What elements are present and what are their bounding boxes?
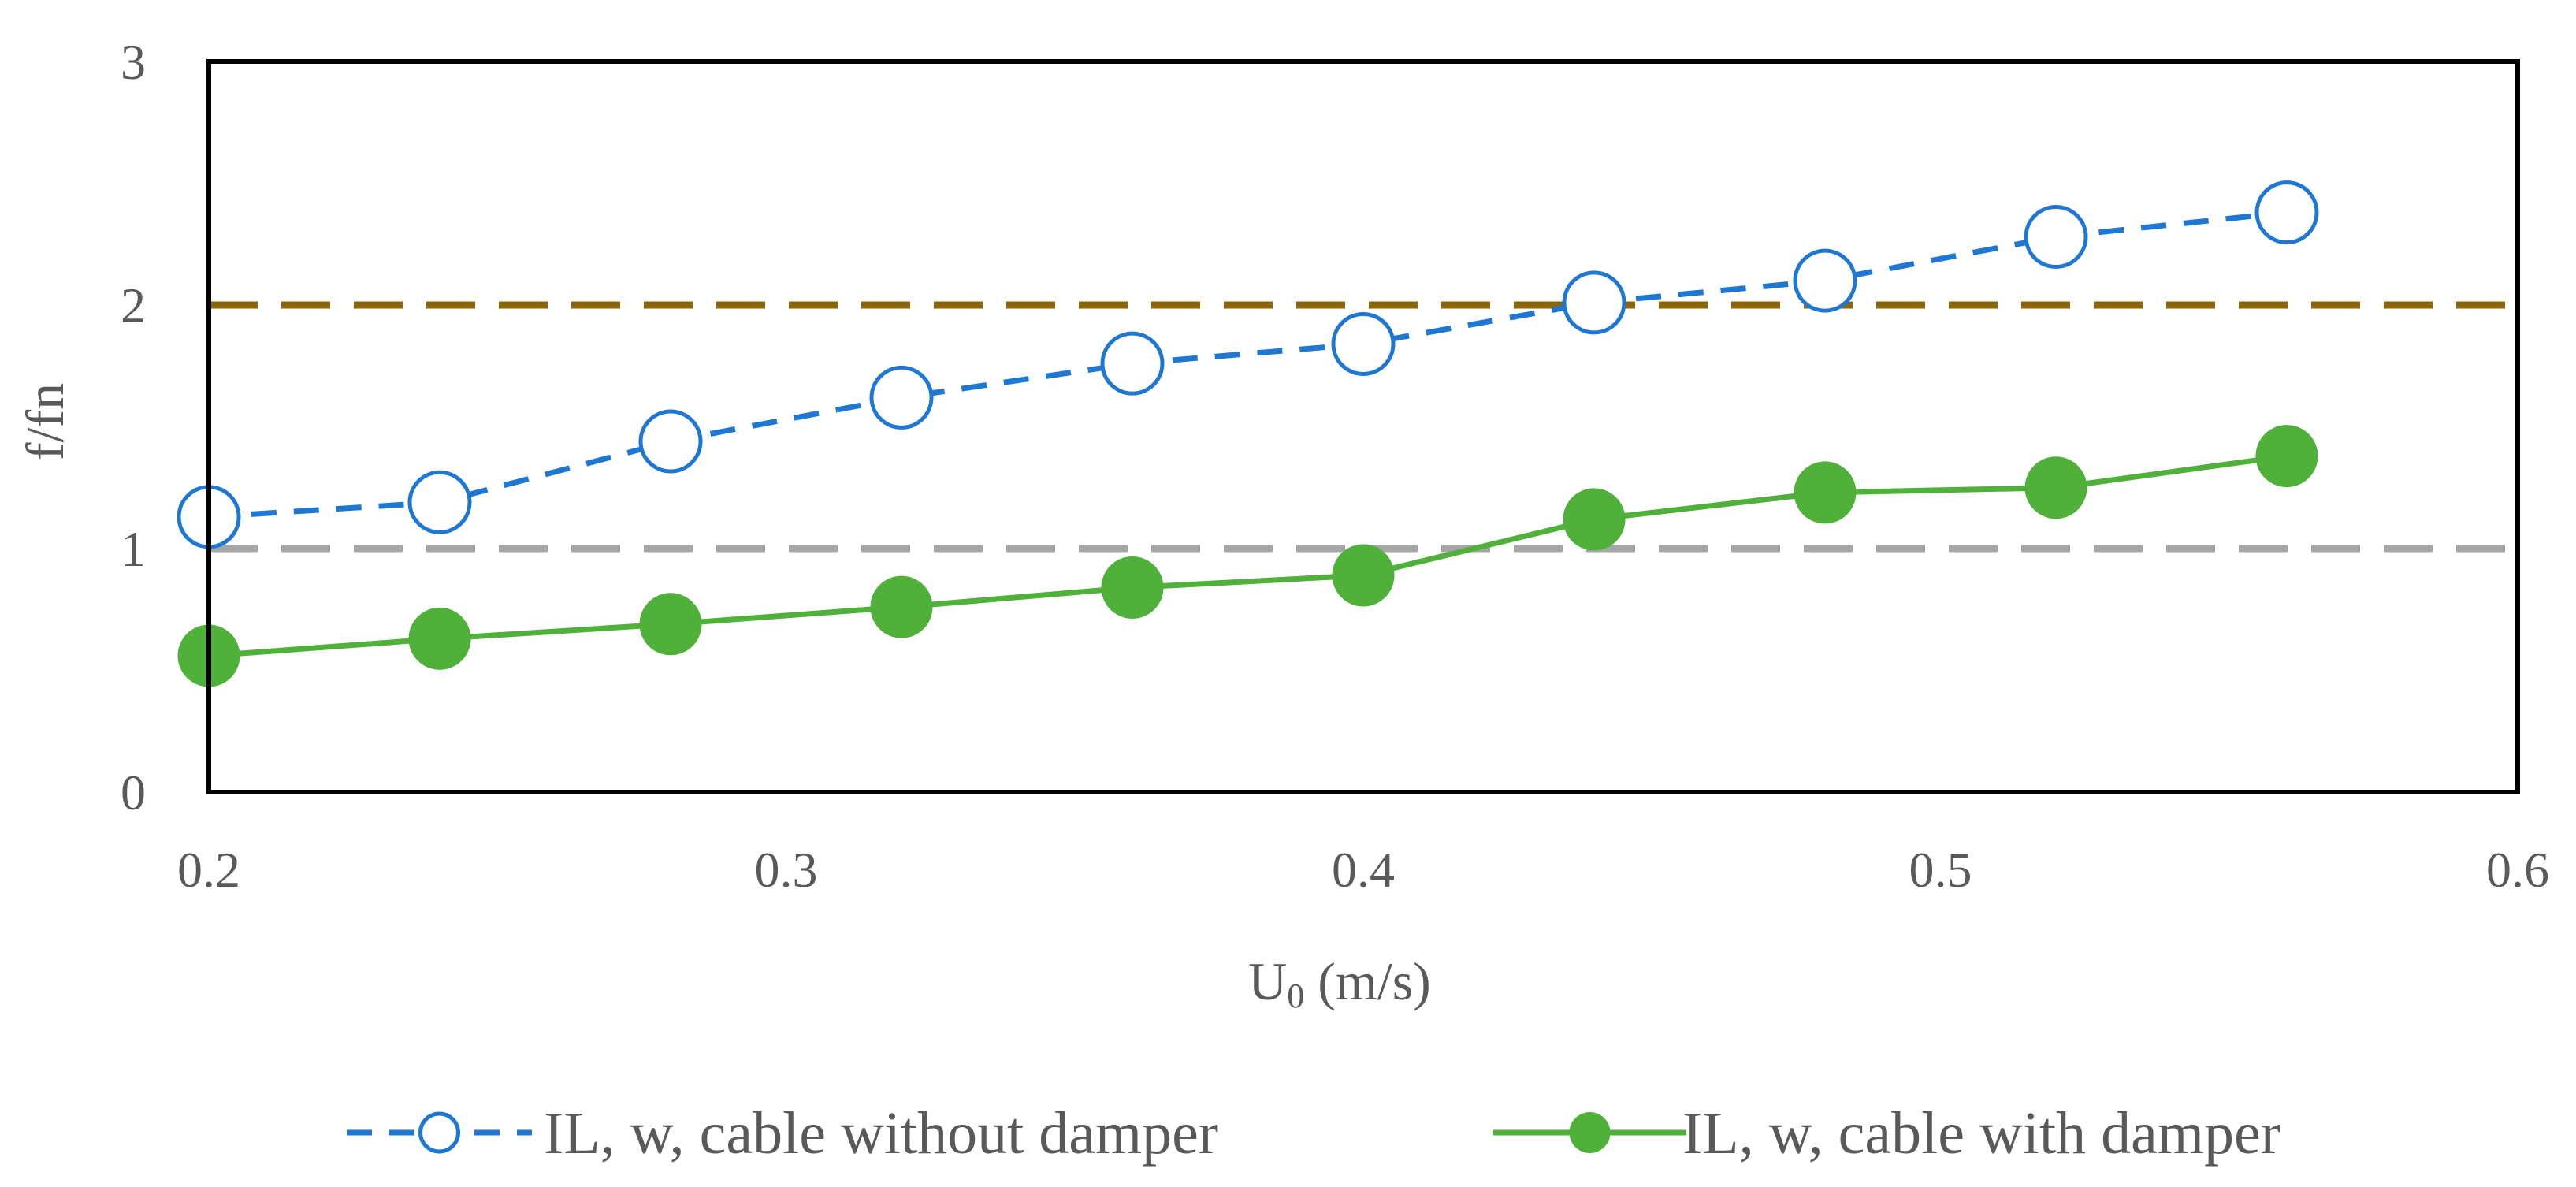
legend: IL, w, cable without damper IL, w, cable … <box>347 1100 2280 1167</box>
plot-frame <box>206 59 2520 794</box>
series-2-point <box>870 575 933 638</box>
x-axis-title: U0 (m/s) <box>1248 951 1431 1015</box>
series-1-point <box>638 409 703 474</box>
series-2-point <box>1101 556 1164 619</box>
series-2-point <box>1794 461 1857 524</box>
x-axis-title-main: U <box>1248 951 1287 1011</box>
legend-label: IL, w, cable without damper <box>544 1100 1218 1167</box>
y-tick-label: 2 <box>121 277 146 333</box>
reference-lines <box>209 301 2518 553</box>
y-axis-tick-labels: 0 1 2 3 <box>121 34 146 820</box>
series-2-line <box>208 453 2288 659</box>
x-tick-label: 0.3 <box>755 842 818 898</box>
series-2-point <box>1332 544 1395 607</box>
legend-entry-2: IL, w, cable with damper <box>1493 1100 2280 1167</box>
y-axis-title: f/fn <box>15 383 75 460</box>
legend-entry-1: IL, w, cable without damper <box>347 1100 1218 1167</box>
series-1-point <box>869 365 934 430</box>
series-1 <box>177 180 2319 549</box>
series-2 <box>177 425 2318 687</box>
legend-label: IL, w, cable with damper <box>1682 1100 2280 1167</box>
legend-swatch-marker <box>418 1111 460 1154</box>
series-2-point <box>2024 456 2087 519</box>
series-1-point <box>1562 270 1626 335</box>
series-1-line <box>208 210 2288 520</box>
x-axis-tick-labels: 0.2 0.3 0.4 0.5 0.6 <box>177 842 2549 898</box>
series-layer <box>177 180 2319 687</box>
x-tick-label: 0.4 <box>1332 842 1395 898</box>
series-1-point <box>2024 204 2088 269</box>
x-axis-title-unit: (m/s) <box>1304 951 1431 1011</box>
series-2-point <box>639 593 702 656</box>
series-2-point <box>408 607 471 670</box>
x-tick-label: 0.5 <box>1909 842 1972 898</box>
x-axis-title-subscript: 0 <box>1287 977 1304 1015</box>
series-1-point <box>1100 331 1165 396</box>
series-1-point <box>1793 248 1857 313</box>
y-tick-label: 1 <box>121 521 146 577</box>
x-tick-label: 0.6 <box>2486 842 2549 898</box>
series-1-point <box>2254 180 2319 245</box>
y-tick-label: 0 <box>121 765 146 820</box>
y-tick-label: 3 <box>121 34 146 90</box>
legend-swatch-marker <box>1569 1112 1611 1153</box>
series-1-point <box>1331 311 1396 376</box>
series-2-point <box>1563 488 1626 551</box>
x-tick-label: 0.2 <box>177 842 240 898</box>
series-2-point <box>2255 425 2318 488</box>
series-1-point <box>407 470 472 534</box>
